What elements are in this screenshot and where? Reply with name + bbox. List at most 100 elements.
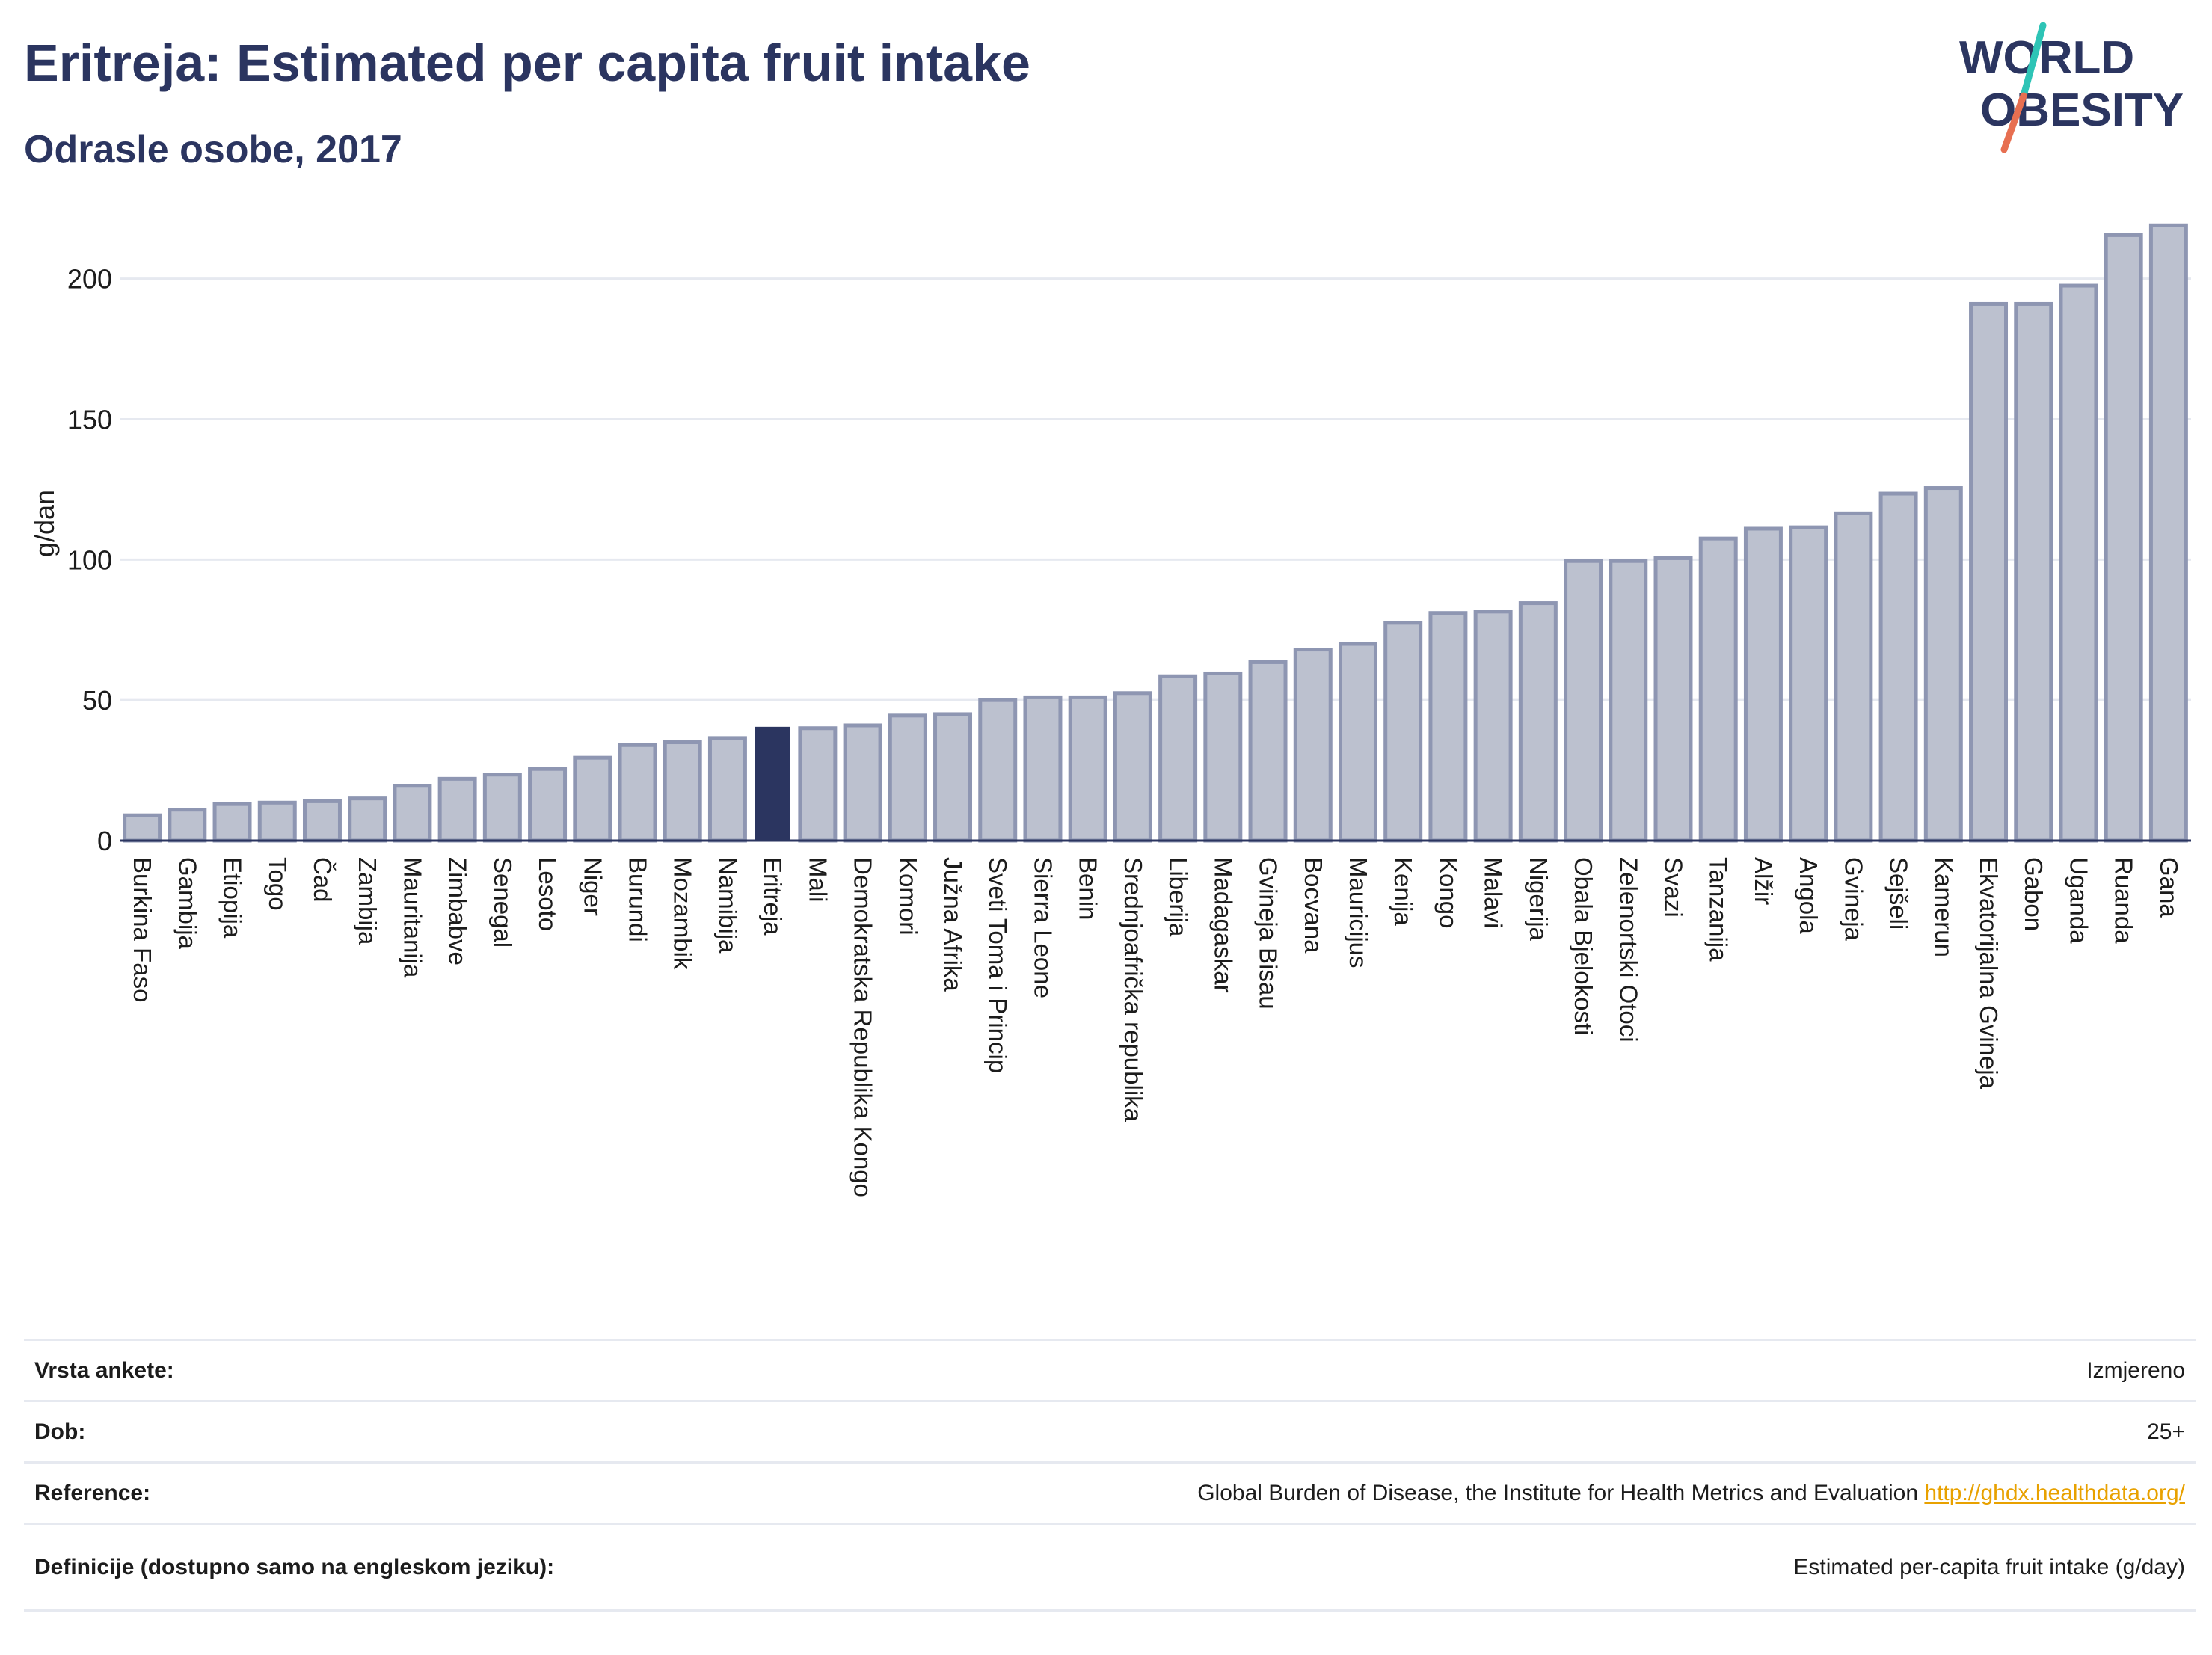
bar-21 xyxy=(1068,695,1107,843)
reference-link[interactable]: http://ghdx.healthdata.org/ xyxy=(1924,1480,2185,1505)
bar-14 xyxy=(755,726,790,841)
x-tick-label-43: Uganda xyxy=(2065,857,2092,944)
x-tick-label-23: Liberija xyxy=(1164,857,1192,937)
y-tick-label-0: 0 xyxy=(97,826,112,856)
x-tick-labels: Burkina Faso Gambija Etiopija Togo Čad Zambij… xyxy=(129,857,2183,1197)
x-tick-label-36: Alžir xyxy=(1750,857,1778,905)
x-tick-label-30: Malavi xyxy=(1480,857,1508,928)
bar-34 xyxy=(1653,556,1693,843)
bar-9 xyxy=(528,767,568,843)
logo-text-world: WORLD xyxy=(1959,32,2134,84)
x-tick-label-16: Demokratska Republika Kongo xyxy=(850,857,877,1197)
x-tick-label-31: Nigerija xyxy=(1525,857,1552,942)
bar-23 xyxy=(1158,674,1198,843)
x-tick-label-3: Togo xyxy=(264,857,292,911)
x-tick-label-8: Senegal xyxy=(489,857,517,948)
bar-26 xyxy=(1293,648,1333,843)
bar-40 xyxy=(1923,486,1963,843)
bar-31 xyxy=(1518,601,1558,843)
bar-41 xyxy=(1969,301,2009,843)
y-tick-label-200: 200 xyxy=(67,264,112,295)
bar-5 xyxy=(348,796,387,843)
x-tick-label-18: Južna Afrika xyxy=(939,857,967,992)
x-tick-label-17: Komori xyxy=(894,857,922,936)
bar-0 xyxy=(123,813,162,843)
x-tick-label-32: Obala Bjelokosti xyxy=(1570,857,1597,1035)
info-table: Vrsta ankete: Izmjereno Dob: 25+ Referen… xyxy=(24,1339,2196,1612)
x-tick-label-41: Ekvatorijalna Gvineja xyxy=(1975,857,2003,1090)
bar-37 xyxy=(1789,525,1828,843)
x-tick-label-24: Madagaskar xyxy=(1209,857,1237,993)
x-tick-label-7: Zimbabve xyxy=(444,857,472,965)
definitions-value: Estimated per-capita fruit intake (g/day… xyxy=(583,1523,2196,1612)
x-tick-label-27: Mauricijus xyxy=(1345,857,1372,968)
y-tick-label-150: 150 xyxy=(67,404,112,435)
bar-7 xyxy=(437,776,477,843)
x-tick-label-40: Kamerun xyxy=(1930,857,1958,957)
bar-8 xyxy=(482,773,522,843)
bar-chart: g/dan Burkina Faso Gambija Etiopija Togo Čad… xyxy=(29,223,2191,1197)
bar-32 xyxy=(1564,559,1603,843)
bar-33 xyxy=(1609,559,1648,843)
x-tick-label-12: Mozambik xyxy=(669,857,697,970)
x-tick-label-44: Ruanda xyxy=(2110,857,2138,944)
bar-42 xyxy=(2014,301,2053,843)
bar-10 xyxy=(573,755,612,843)
x-tick-label-45: Gana xyxy=(2155,857,2183,918)
bar-13 xyxy=(707,736,747,843)
survey-type-label: Vrsta ankete: xyxy=(24,1339,583,1402)
bar-28 xyxy=(1383,621,1423,843)
bar-43 xyxy=(2059,283,2098,843)
x-tick-label-25: Gvineja Bisau xyxy=(1255,857,1282,1010)
x-tick-label-39: Sejšeli xyxy=(1885,857,1913,930)
x-tick-label-4: Čad xyxy=(309,857,337,903)
bar-17 xyxy=(888,713,927,843)
definitions-label: Definicije (dostupno samo na engleskom j… xyxy=(24,1523,583,1612)
y-tick-labels: 0 50 100 150 200 xyxy=(67,264,112,856)
bar-30 xyxy=(1473,610,1513,843)
x-tick-label-22: Srednjoafrička republika xyxy=(1119,857,1147,1123)
x-tick-label-1: Gambija xyxy=(173,857,201,950)
logo-slash-teal xyxy=(2020,22,2047,99)
x-tick-label-13: Namibija xyxy=(714,857,742,954)
bar-22 xyxy=(1113,691,1152,843)
age-value: 25+ xyxy=(583,1400,2196,1464)
x-tick-label-21: Benin xyxy=(1075,857,1102,920)
x-tick-label-33: Zelenortski Otoci xyxy=(1615,857,1642,1043)
x-tick-label-19: Sveti Toma i Princip xyxy=(984,857,1012,1073)
x-tick-label-26: Bocvana xyxy=(1300,857,1327,954)
world-obesity-logo[interactable]: WORLD OBESITY xyxy=(1944,22,2199,157)
bar-11 xyxy=(618,743,657,843)
x-tick-label-34: Svazi xyxy=(1660,857,1688,918)
survey-type-value: Izmjereno xyxy=(583,1339,2196,1402)
y-axis-label: g/dan xyxy=(29,490,60,557)
reference-value: Global Burden of Disease, the Institute … xyxy=(583,1461,2196,1525)
bar-6 xyxy=(393,784,432,843)
bar-16 xyxy=(843,723,882,843)
x-tick-label-6: Mauritanija xyxy=(399,857,426,978)
bar-20 xyxy=(1023,695,1063,843)
x-tick-label-29: Kongo xyxy=(1434,857,1462,928)
age-label: Dob: xyxy=(24,1400,583,1464)
bar-15 xyxy=(798,726,838,843)
x-tick-label-28: Kenija xyxy=(1389,857,1417,926)
bar-38 xyxy=(1834,511,1873,843)
bar-36 xyxy=(1743,526,1783,843)
chart-title: Eritreja: Estimated per capita fruit int… xyxy=(24,34,1030,92)
bar-45 xyxy=(2148,223,2188,843)
bar-1 xyxy=(168,808,207,843)
y-tick-label-50: 50 xyxy=(82,685,112,716)
x-tick-label-20: Sierra Leone xyxy=(1029,857,1057,998)
info-row-age: Dob: 25+ xyxy=(24,1400,2196,1464)
x-tick-label-11: Burundi xyxy=(624,857,652,942)
bar-39 xyxy=(1878,491,1918,843)
x-tick-label-35: Tanzanija xyxy=(1705,857,1733,962)
x-tick-label-15: Mali xyxy=(804,857,832,903)
info-row-survey-type: Vrsta ankete: Izmjereno xyxy=(24,1339,2196,1402)
info-row-definitions: Definicije (dostupno samo na engleskom j… xyxy=(24,1523,2196,1612)
bar-12 xyxy=(663,740,702,843)
y-tick-label-100: 100 xyxy=(67,544,112,575)
bar-3 xyxy=(257,800,297,843)
bar-29 xyxy=(1428,611,1468,843)
x-tick-label-38: Gvineja xyxy=(1840,857,1867,942)
